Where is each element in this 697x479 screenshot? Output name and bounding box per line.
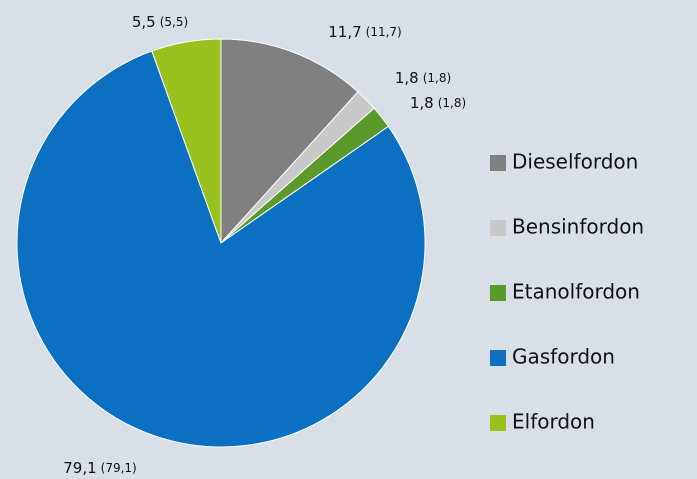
data-label-value: 1,8 — [410, 94, 434, 112]
data-label-value: 11,7 — [328, 23, 361, 41]
legend-swatch — [490, 350, 506, 366]
legend-swatch — [490, 155, 506, 171]
legend-label: Etanolfordon — [512, 280, 640, 304]
data-label-secondary: (5,5) — [160, 15, 188, 29]
pie-slice — [220, 38, 359, 245]
legend-label: Bensinfordon — [512, 215, 644, 239]
data-label-secondary: (79,1) — [101, 461, 137, 475]
data-label: 5,5 (5,5) — [132, 13, 188, 31]
legend-swatch — [490, 220, 506, 236]
data-label: 11,7 (11,7) — [328, 23, 402, 41]
pie-slice — [151, 38, 222, 244]
legend-swatch — [490, 415, 506, 431]
legend-swatch — [490, 285, 506, 301]
data-label-value: 5,5 — [132, 13, 156, 31]
data-label-value: 79,1 — [63, 459, 96, 477]
data-label: 1,8 (1,8) — [395, 69, 451, 87]
pie-slice — [16, 50, 426, 448]
legend-label: Gasfordon — [512, 345, 615, 369]
data-label-value: 1,8 — [395, 69, 419, 87]
data-label-secondary: (1,8) — [438, 96, 466, 110]
data-label: 1,8 (1,8) — [410, 94, 466, 112]
data-label-secondary: (11,7) — [366, 25, 402, 39]
legend-label: Elfordon — [512, 410, 595, 434]
legend-label: Dieselfordon — [512, 150, 638, 174]
data-label: 79,1 (79,1) — [63, 459, 137, 477]
data-label-secondary: (1,8) — [423, 71, 451, 85]
